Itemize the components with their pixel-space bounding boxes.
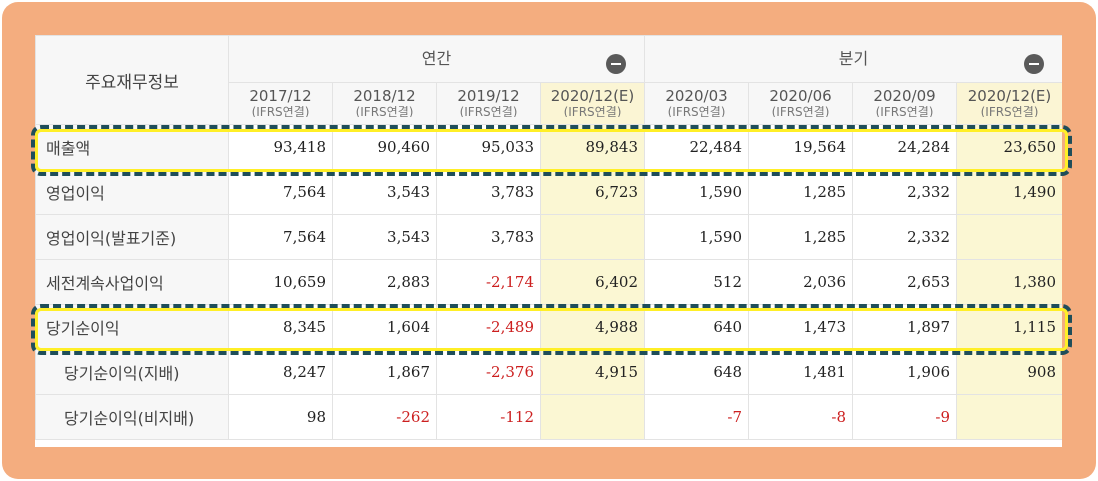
value-cell: -262 [332,394,437,440]
value-cell: 512 [644,259,750,305]
value-cell: 1,604 [332,304,437,350]
row-label: 영업이익(발표기준) [35,214,229,260]
value-cell: 3,783 [436,214,541,260]
value-cell: 4,915 [539,349,646,395]
table-row: 영업이익(발표기준) 7,564 3,543 3,783 1,590 1,285 2,332 [35,214,1062,260]
period-header: 2020/09 (IFRS연결) [852,82,958,125]
collapse-annual-icon[interactable] [606,54,627,74]
value-cell: 98 [228,394,333,440]
value-cell: 648 [644,349,750,395]
table-row: 영업이익 7,564 3,543 3,783 6,723 1,590 1,285 2,332 1… [35,169,1062,215]
value-cell: 2,036 [748,259,854,305]
table-title: 주요재무정보 [35,35,229,125]
value-cell: 1,867 [332,349,437,395]
value-cell: 6,723 [539,169,646,215]
value-cell [956,214,1062,260]
period-header-estimate: 2020/12(E) (IFRS연결) [539,82,646,125]
value-cell: 1,380 [956,259,1062,305]
row-label: 당기순이익(비지배) [35,394,229,440]
value-cell: 95,033 [436,124,541,170]
table-row: 당기순이익 8,345 1,604 -2,489 4,988 640 1,473 1,897 1… [35,304,1062,350]
value-cell: 8,247 [228,349,333,395]
value-cell: 8,345 [228,304,333,350]
row-label: 매출액 [35,124,229,170]
group-header-quarterly: 분기 [644,35,1062,83]
financial-summary-sheet: 주요재무정보 연간 분기 2017/12 (IFRS연결) 2018/12 (IFR… [35,35,1062,447]
row-label: 당기순이익 [35,304,229,350]
financial-table: 주요재무정보 연간 분기 2017/12 (IFRS연결) 2018/12 (IFR… [35,35,1062,440]
value-cell: 2,332 [852,169,958,215]
value-cell: -112 [436,394,541,440]
group-header-annual: 연간 [227,35,646,83]
value-cell: 1,473 [748,304,854,350]
collapse-quarterly-icon[interactable] [1024,54,1045,74]
table-row: 매출액 93,418 90,460 95,033 89,843 22,484 19,564 2… [35,124,1062,170]
value-cell: 4,988 [539,304,646,350]
value-cell: 89,843 [539,124,646,170]
value-cell: 3,783 [436,169,541,215]
table-row: 당기순이익(비지배) 98 -262 -112 -7 -8 -9 [35,394,1062,440]
value-cell: 22,484 [644,124,750,170]
value-cell: 2,653 [852,259,958,305]
value-cell: 1,490 [956,169,1062,215]
value-cell: 93,418 [228,124,333,170]
table-row: 당기순이익(지배) 8,247 1,867 -2,376 4,915 648 1,481 1,… [35,349,1062,395]
quarterly-label: 분기 [838,49,869,68]
value-cell [956,394,1062,440]
row-label: 영업이익 [35,169,229,215]
period-header: 2018/12 (IFRS연결) [332,82,437,125]
value-cell: -2,489 [436,304,541,350]
row-label: 세전계속사업이익 [35,259,229,305]
value-cell: 19,564 [748,124,854,170]
value-cell: 3,543 [332,214,437,260]
value-cell: 1,897 [852,304,958,350]
value-cell: 1,906 [852,349,958,395]
period-header: 2020/03 (IFRS연결) [644,82,750,125]
period-header: 2019/12 (IFRS연결) [436,82,541,125]
value-cell: -8 [748,394,854,440]
value-cell: 7,564 [228,169,333,215]
period-header-estimate: 2020/12(E) (IFRS연결) [956,82,1062,125]
value-cell: 90,460 [332,124,437,170]
period-header: 2017/12 (IFRS연결) [228,82,333,125]
period-header: 2020/06 (IFRS연결) [748,82,854,125]
period-header-row: 2017/12 (IFRS연결) 2018/12 (IFRS연결) 2019/12(… [36,82,1062,125]
value-cell: 1,590 [644,169,750,215]
value-cell: 7,564 [228,214,333,260]
value-cell: -2,376 [436,349,541,395]
row-label: 당기순이익(지배) [35,349,229,395]
value-cell: 908 [956,349,1062,395]
value-cell: 2,883 [332,259,437,305]
value-cell: 1,285 [748,214,854,260]
value-cell: -9 [852,394,958,440]
value-cell: -7 [644,394,750,440]
value-cell: 640 [644,304,750,350]
value-cell: 1,285 [748,169,854,215]
value-cell: 23,650 [956,124,1062,170]
value-cell [539,394,646,440]
value-cell: 3,543 [332,169,437,215]
value-cell: 24,284 [852,124,958,170]
value-cell: 1,590 [644,214,750,260]
value-cell [539,214,646,260]
value-cell: 6,402 [539,259,646,305]
value-cell: 1,115 [956,304,1062,350]
table-row: 세전계속사업이익 10,659 2,883 -2,174 6,402 512 2,036 2,… [35,259,1062,305]
value-cell: 10,659 [228,259,333,305]
value-cell: -2,174 [436,259,541,305]
value-cell: 1,481 [748,349,854,395]
annual-label: 연간 [421,49,452,68]
value-cell: 2,332 [852,214,958,260]
